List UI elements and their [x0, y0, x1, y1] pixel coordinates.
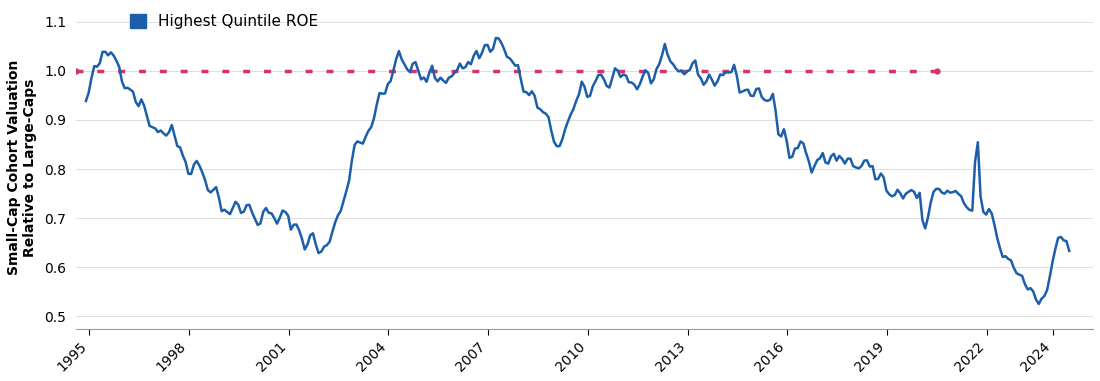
Y-axis label: Small-Cap Cohort Valuation
Relative to Large-Caps: Small-Cap Cohort Valuation Relative to L… [7, 60, 37, 275]
Legend: Highest Quintile ROE: Highest Quintile ROE [124, 8, 324, 35]
